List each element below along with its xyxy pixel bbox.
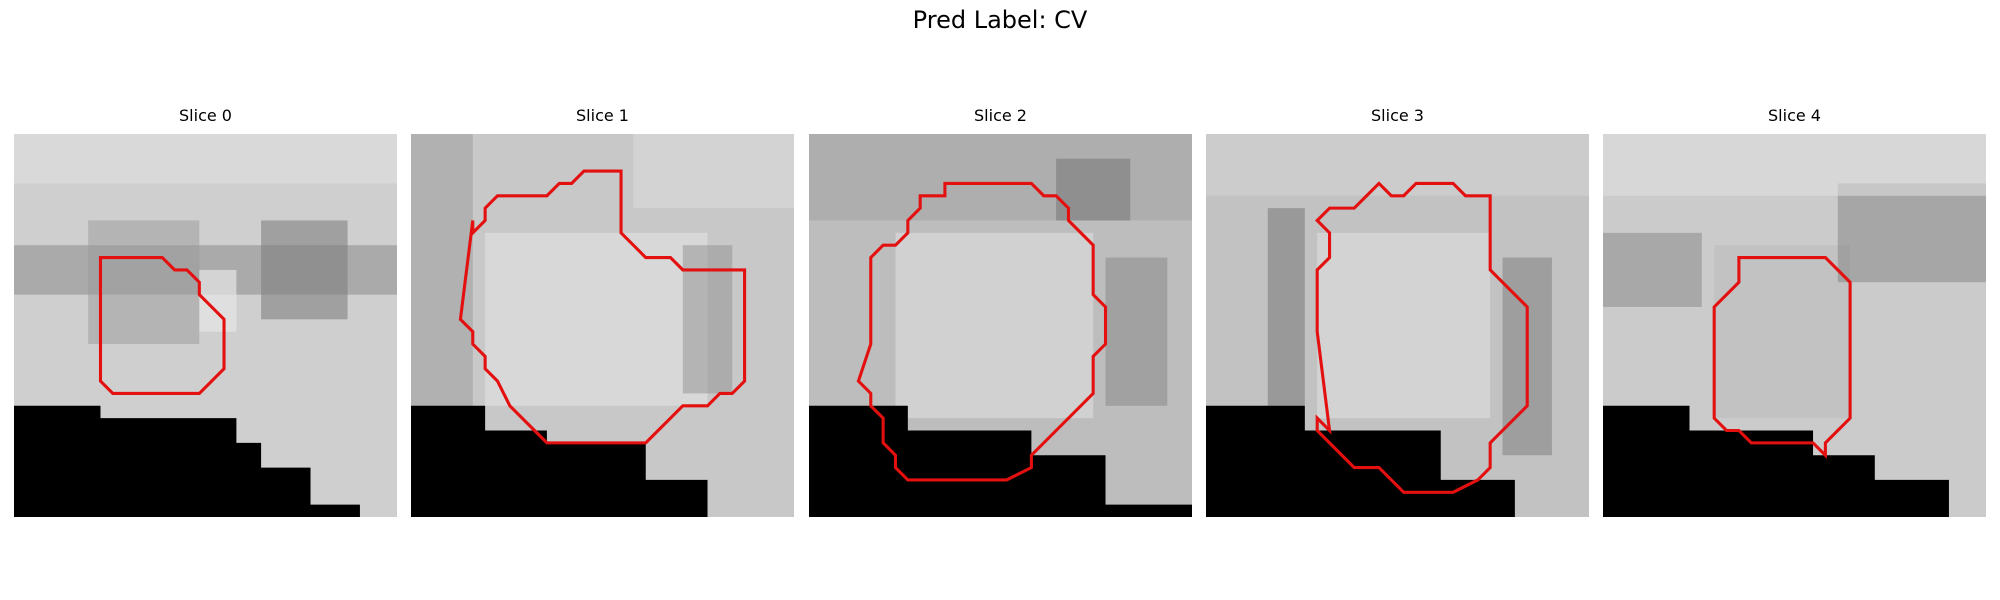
slice-panel-2: Slice 2 <box>809 106 1192 520</box>
slice-image-3 <box>1206 134 1589 517</box>
slice-contour-1 <box>458 169 747 445</box>
slice-image-svg-3 <box>1206 134 1589 517</box>
slice-mask-1 <box>411 405 708 517</box>
slice-title-1: Slice 1 <box>576 106 629 125</box>
slice-image-svg-2 <box>809 134 1192 517</box>
slice-panel-3: Slice 3 <box>1206 106 1589 520</box>
slice-contour-4 <box>1712 256 1852 459</box>
slice-title-3: Slice 3 <box>1371 106 1424 125</box>
figure-title: Pred Label: CV <box>912 6 1088 34</box>
slice-texture-2 <box>809 134 1192 419</box>
slice-title-0: Slice 0 <box>179 106 232 125</box>
slice-panel-0: Slice 0 <box>14 106 397 520</box>
slice-mask-4 <box>1603 405 1949 517</box>
slice-title-2: Slice 2 <box>974 106 1027 125</box>
slice-image-2 <box>809 134 1192 517</box>
slice-panel-1: Slice 1 <box>411 106 794 520</box>
slice-texture-4 <box>1603 134 1986 419</box>
slice-panel-4: Slice 4 <box>1603 106 1986 520</box>
slice-contour-2 <box>856 181 1108 482</box>
slice-contour-3 <box>1315 181 1529 494</box>
slice-mask-0 <box>14 405 360 517</box>
slice-mask-2 <box>809 405 1192 517</box>
slice-panels: Slice 0 Slice 1 <box>14 106 1986 520</box>
slice-mask-3 <box>1206 405 1515 517</box>
slice-image-0 <box>14 134 397 517</box>
slice-image-4 <box>1603 134 1986 517</box>
slice-contour-0 <box>98 256 226 395</box>
slice-image-svg-1 <box>411 134 794 517</box>
slice-image-1 <box>411 134 794 517</box>
slice-title-4: Slice 4 <box>1768 106 1821 125</box>
slice-image-svg-0 <box>14 134 397 517</box>
slice-image-svg-4 <box>1603 134 1986 517</box>
